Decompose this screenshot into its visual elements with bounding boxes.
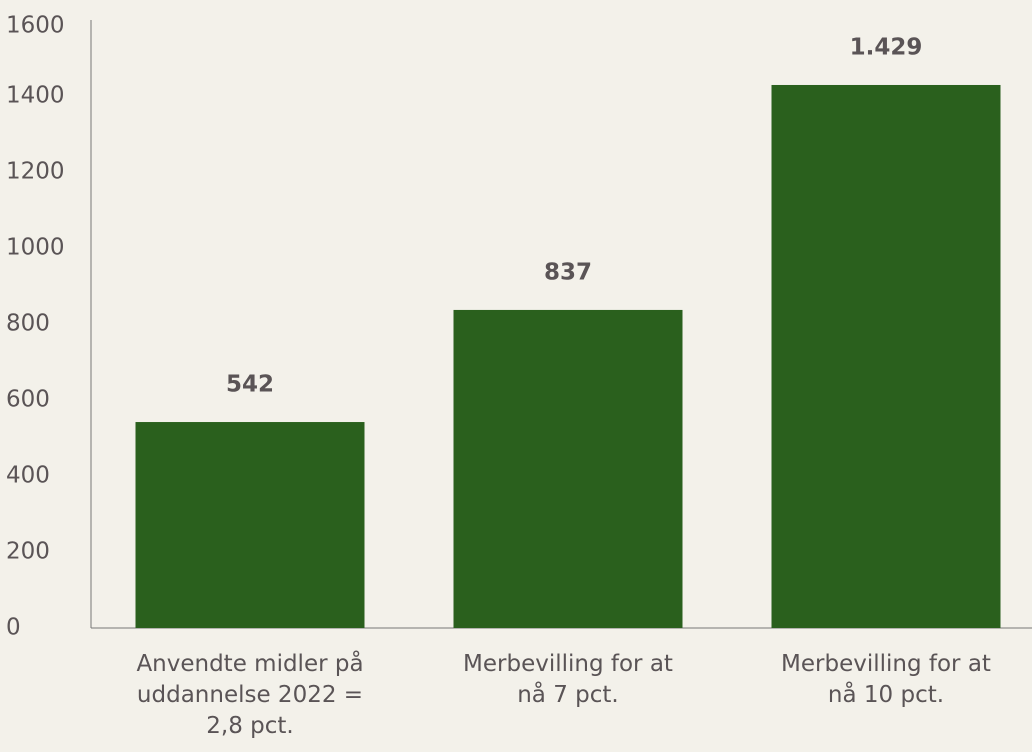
y-tick-label: 1000	[6, 235, 65, 261]
y-tick-label: 1200	[6, 159, 65, 185]
y-tick-label: 200	[6, 539, 50, 565]
x-tick-label: Merbevilling for at nå 7 pct.	[463, 651, 673, 708]
y-tick-label: 1600	[6, 13, 65, 39]
y-tick-label: 0	[6, 615, 21, 641]
value-label: 1.429	[850, 34, 923, 60]
y-tick-label: 1400	[6, 83, 65, 109]
value-label: 542	[226, 372, 274, 398]
bar	[771, 84, 1001, 629]
y-tick-label: 600	[6, 387, 50, 413]
x-tick-label: Anvendte midler på uddannelse 2022 = 2,8 p…	[136, 649, 363, 739]
y-tick-label: 400	[6, 463, 50, 489]
value-label: 837	[544, 259, 592, 285]
bar	[135, 422, 365, 628]
x-tick-label: Merbevilling for at nå 10 pct.	[781, 651, 991, 708]
bar	[453, 309, 683, 628]
y-tick-label: 800	[6, 311, 50, 337]
